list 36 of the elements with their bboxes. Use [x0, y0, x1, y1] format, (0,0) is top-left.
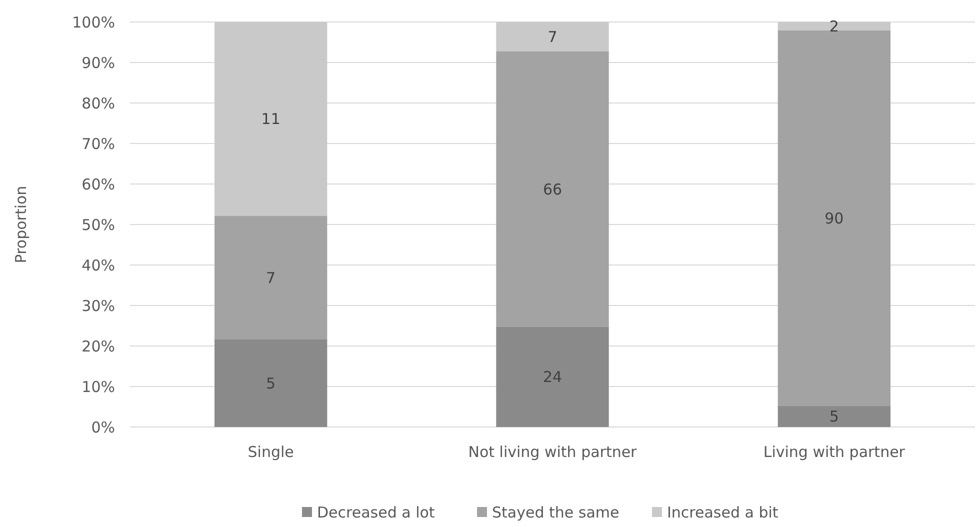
bar [778, 406, 890, 427]
legend-label: Increased a bit [667, 503, 778, 522]
annotation: 2 [829, 18, 839, 36]
bar [496, 22, 609, 52]
bar [214, 22, 328, 216]
legend-label: Stayed the same [492, 503, 620, 522]
y-tick-label: 90% [82, 54, 115, 72]
annotation: 24 [542, 368, 562, 386]
y-tick-label: 20% [82, 337, 115, 356]
y-tick-label: 80% [82, 94, 115, 112]
annotation: 5 [829, 408, 839, 426]
bar [496, 51, 609, 327]
annotation: 90 [824, 209, 844, 228]
y-axis-title: Proportion [12, 186, 30, 264]
annotation: 7 [266, 268, 276, 287]
x-tick-label: Living with partner [763, 443, 906, 461]
bar [214, 216, 328, 340]
y-tick-label: 30% [82, 296, 115, 315]
y-tick-label: 60% [82, 175, 115, 194]
x-tick-label: Not living with partner [468, 443, 638, 461]
y-tick-label: 50% [82, 216, 115, 234]
annotation: 66 [542, 180, 562, 198]
y-tick-label: 0% [91, 418, 115, 436]
annotation: 7 [548, 28, 558, 46]
annotation: 11 [261, 110, 280, 128]
legend-label: Decreased a lot [317, 503, 435, 522]
bar [496, 326, 609, 427]
y-tick-label: 70% [82, 134, 115, 153]
bar [214, 339, 328, 427]
bar [778, 22, 890, 31]
x-tick-label: Single [248, 443, 294, 461]
bar [778, 30, 890, 406]
y-tick-label: 100% [72, 13, 115, 32]
y-tick-label: 10% [82, 378, 115, 396]
annotation: 5 [266, 374, 276, 392]
y-tick-label: 40% [82, 256, 115, 274]
